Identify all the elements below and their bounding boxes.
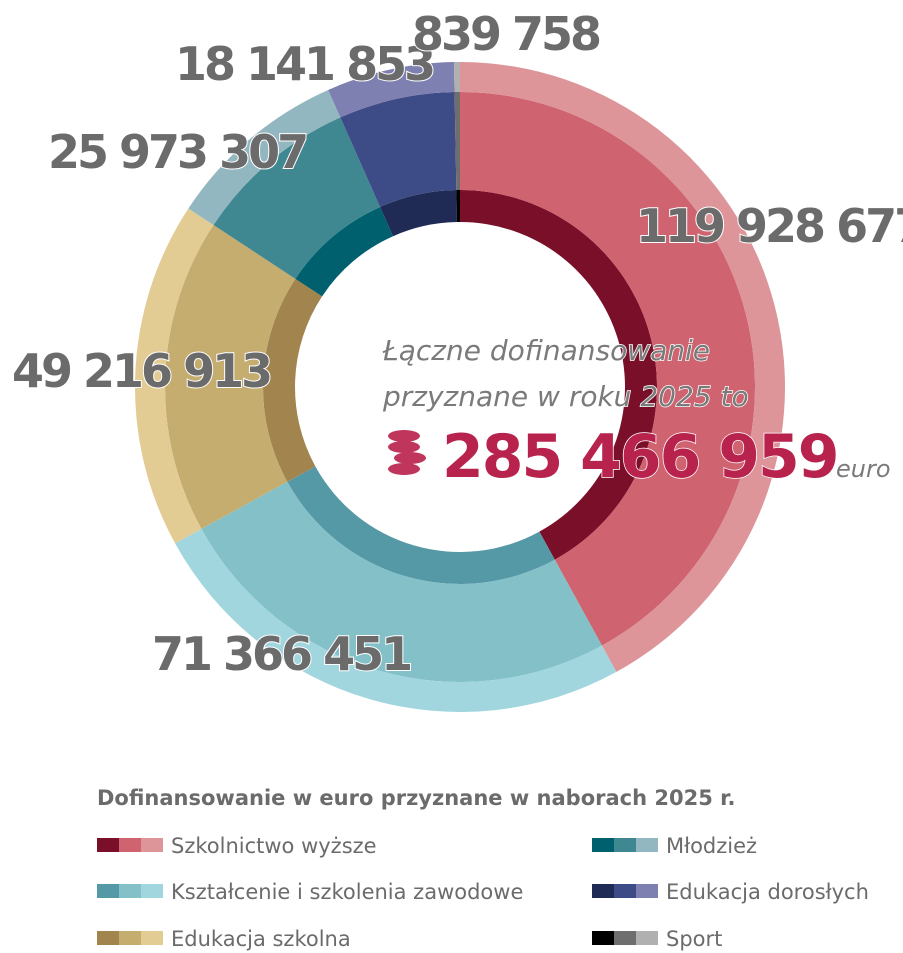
- legend-swatch: [119, 838, 141, 852]
- value-label: 25 973 307: [48, 125, 306, 179]
- segment: [134, 208, 214, 544]
- legend-swatch: [636, 931, 658, 945]
- value-label: 119 928 677: [636, 199, 903, 253]
- legend-swatch: [119, 931, 141, 945]
- legend-swatch: [636, 884, 658, 898]
- legend-swatch: [592, 884, 614, 898]
- legend-swatch: [592, 838, 614, 852]
- legend-swatch: [141, 931, 163, 945]
- center-text: Łączne dofinansowanie: [382, 334, 710, 367]
- legend-label: Kształcenie i szkolenia zawodowe: [171, 880, 523, 904]
- segment: [380, 190, 457, 237]
- total: 285 466 959: [442, 422, 838, 492]
- legend-swatch: [141, 884, 163, 898]
- segment: [460, 190, 657, 560]
- segment: [340, 92, 457, 207]
- segment: [164, 225, 296, 529]
- legend-swatch: [592, 931, 614, 945]
- center-text: przyznane w roku 2025 to: [382, 380, 749, 413]
- legend-swatch: [97, 884, 119, 898]
- value-label: 71 366 451: [152, 627, 410, 681]
- legend-swatch: [119, 884, 141, 898]
- legend-swatch: [97, 838, 119, 852]
- value-label: 18 141 853: [175, 37, 433, 91]
- coin-icon: [388, 430, 426, 475]
- segment: [460, 62, 786, 672]
- unit: euro: [836, 455, 891, 483]
- segment: [201, 481, 602, 682]
- legend-swatch: [141, 838, 163, 852]
- legend-label: Szkolnictwo wyższe: [171, 834, 377, 858]
- legend-label: Edukacja szkolna: [171, 927, 351, 951]
- segment: [453, 62, 460, 93]
- legend-swatch: [614, 838, 636, 852]
- legend-label: Sport: [666, 927, 722, 951]
- segment: [175, 528, 617, 712]
- segment: [454, 92, 460, 191]
- segment: [213, 117, 381, 279]
- segment: [295, 206, 394, 297]
- legend-title: Dofinansowanie w euro przyznane w nabora…: [97, 786, 735, 810]
- legend-label: Edukacja dorosłych: [666, 880, 869, 904]
- segment: [287, 466, 555, 584]
- legend-swatch: [614, 931, 636, 945]
- segment: [263, 278, 323, 482]
- donut: [134, 62, 786, 712]
- segment: [460, 92, 756, 646]
- legend-swatch: [636, 838, 658, 852]
- legend-label: Młodzież: [666, 834, 757, 858]
- value-label: 49 216 913: [12, 344, 270, 398]
- legend-swatch: [614, 884, 636, 898]
- value-label: 839 758: [412, 7, 600, 61]
- segment: [456, 190, 460, 223]
- legend-swatch: [97, 931, 119, 945]
- segment: [188, 89, 341, 226]
- segment: [328, 62, 455, 118]
